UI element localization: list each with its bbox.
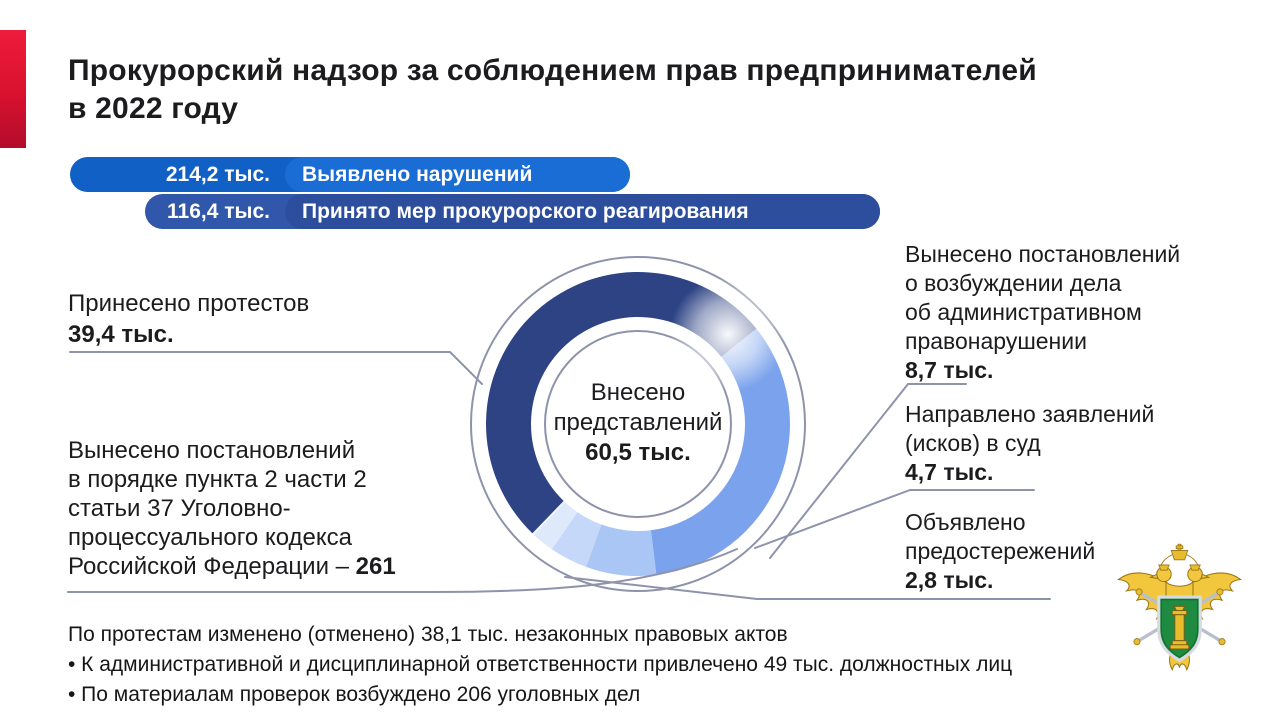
callout-lawsuits-value: 4,7 тыс. xyxy=(905,459,994,485)
donut-center-value: 60,5 тыс. xyxy=(585,439,691,466)
donut-segment xyxy=(586,524,657,577)
callout-criminal-text: Вынесено постановлений в порядке пункта … xyxy=(68,437,367,580)
callout-lawsuits: Направлено заявлений (исков) в суд 4,7 т… xyxy=(905,400,1154,487)
footnote-line: По протестам изменено (отменено) 38,1 ты… xyxy=(68,623,788,646)
footnotes: По протестам изменено (отменено) 38,1 ты… xyxy=(68,620,1128,710)
callout-admin-text: Вынесено постановлений о возбуждении дел… xyxy=(905,241,1181,354)
page-title: Прокурорский надзор за соблюдением прав … xyxy=(68,52,1188,128)
donut-segment xyxy=(551,512,602,567)
summary-bar-measures: 116,4 тыс. Принято мер прокурорского реа… xyxy=(145,194,880,229)
donut-segment xyxy=(533,502,578,550)
callout-warnings-text: Объявлено предостережений xyxy=(905,509,1096,564)
leader-line-protests xyxy=(69,351,483,385)
summary-bar-measures-value: 116,4 тыс. xyxy=(167,199,270,223)
prosecutor-emblem xyxy=(1116,543,1243,672)
summary-bar-measures-label: Принято мер прокурорского реагирования xyxy=(285,194,880,229)
accent-red-bar xyxy=(0,30,26,148)
eagle-icon xyxy=(1116,543,1243,672)
donut-segment xyxy=(532,500,565,535)
footnote-line: • По материалам проверок возбуждено 206 … xyxy=(68,683,641,706)
summary-bar-violations-value: 214,2 тыс. xyxy=(165,162,270,186)
callout-lawsuits-text: Направлено заявлений (исков) в суд xyxy=(905,401,1155,456)
callout-protests: Принесено протестов 39,4 тыс. xyxy=(68,288,309,350)
callout-protests-text: Принесено протестов xyxy=(68,290,310,317)
callout-admin-value: 8,7 тыс. xyxy=(905,357,994,383)
callout-warnings: Объявлено предостережений 2,8 тыс. xyxy=(905,508,1095,595)
callout-warnings-value: 2,8 тыс. xyxy=(905,567,994,593)
summary-bar-violations: 214,2 тыс. Выявлено нарушений xyxy=(70,157,630,192)
callout-admin-cases: Вынесено постановлений о возбуждении дел… xyxy=(905,240,1180,385)
callout-criminal-procedure: Вынесено постановлений в порядке пункта … xyxy=(68,436,396,581)
donut-highlight-shine xyxy=(670,276,786,392)
donut-center-text: Внесено представлений xyxy=(553,379,723,436)
donut-center-label: Внесено представлений 60,5 тыс. xyxy=(518,378,758,468)
summary-bar-violations-label: Выявлено нарушений xyxy=(285,157,630,192)
callout-criminal-value: 261 xyxy=(349,553,396,580)
callout-protests-value: 39,4 тыс. xyxy=(68,321,174,348)
footnote-line: • К административной и дисциплинарной от… xyxy=(68,653,1013,676)
page-title-line2: в 2022 году xyxy=(68,92,239,125)
page-title-line1: Прокурорский надзор за соблюдением прав … xyxy=(68,54,1037,87)
